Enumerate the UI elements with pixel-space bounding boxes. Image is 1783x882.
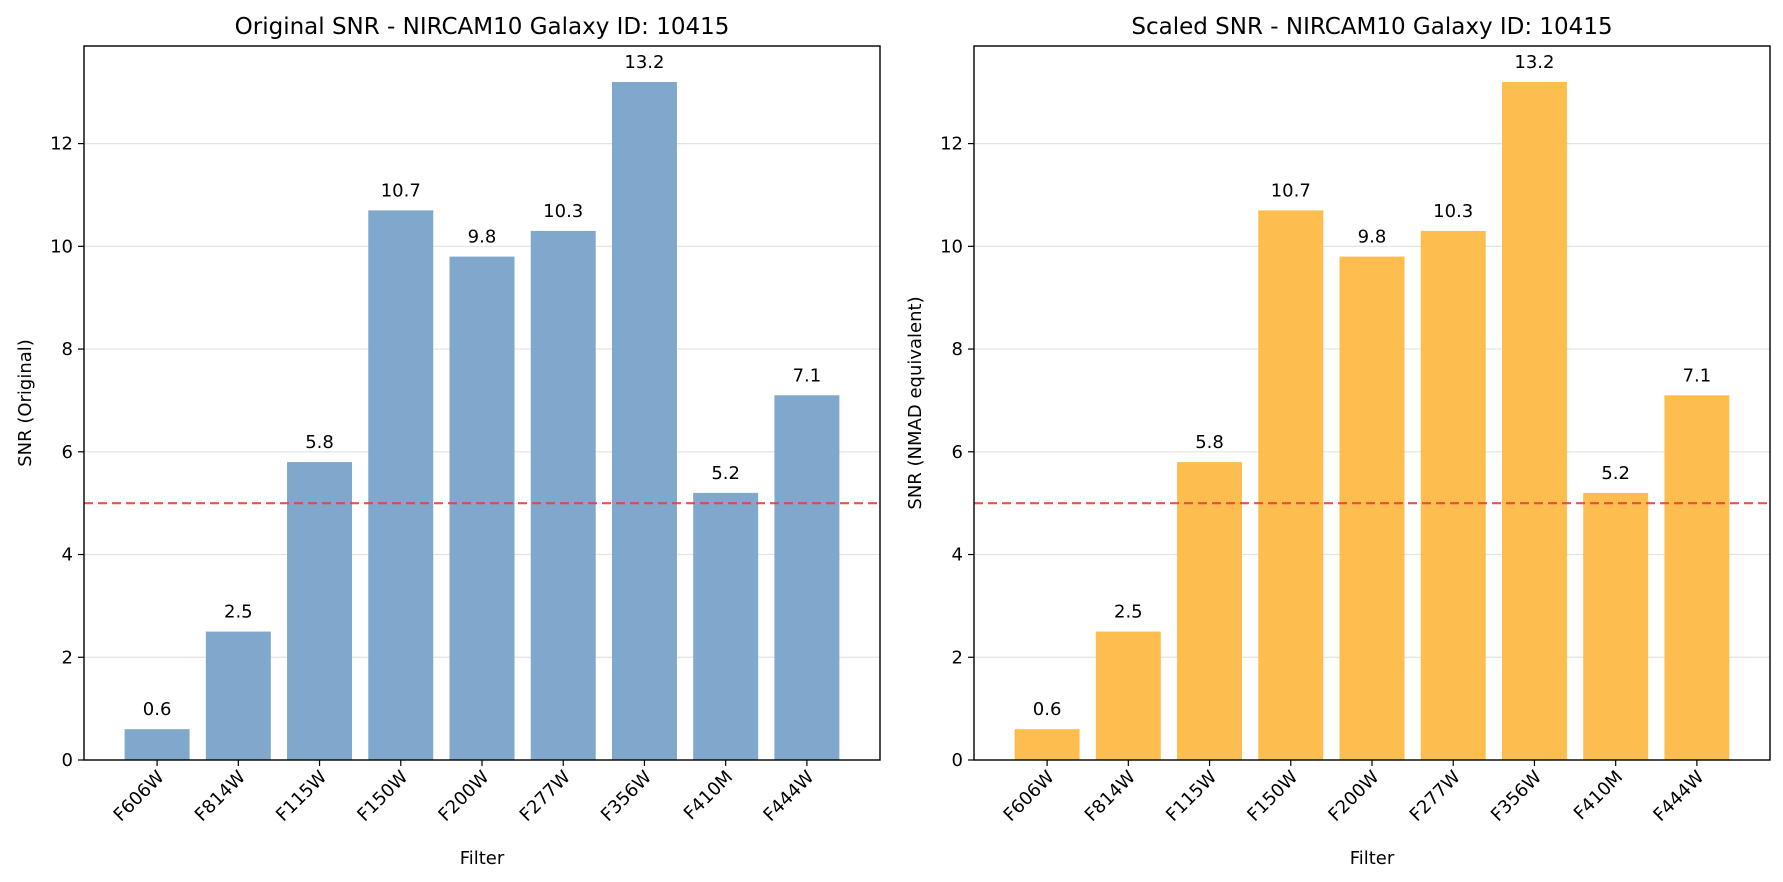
x-tick-label: F356W xyxy=(1487,767,1546,826)
y-axis-label: SNR (Original) xyxy=(15,339,36,467)
bar-value-label: 5.2 xyxy=(1601,463,1630,484)
chart-title: Scaled SNR - NIRCAM10 Galaxy ID: 10415 xyxy=(1131,14,1612,40)
x-axis: F606W F814W F115W F150W F200W F277W F356W F410M… xyxy=(110,760,819,826)
bar-f277w xyxy=(1420,230,1486,760)
bar-value-label: 5.8 xyxy=(1195,432,1224,453)
x-axis: F606W F814W F115W F150W F200W F277W F356W F410M… xyxy=(1000,760,1709,826)
y-tick-label: 8 xyxy=(62,339,73,360)
bar-value-label: 10.3 xyxy=(543,201,583,222)
bar-f814w xyxy=(205,631,271,760)
x-tick-label: F277W xyxy=(516,767,575,826)
y-tick-label: 12 xyxy=(940,134,963,155)
y-axis: 0 2 4 6 8 10 12 xyxy=(940,134,974,771)
bar-value-label: 0.6 xyxy=(1033,699,1062,720)
bar-value-label: 13.2 xyxy=(1514,52,1554,73)
y-tick-label: 6 xyxy=(952,442,963,463)
bar-f115w xyxy=(1177,462,1243,760)
bar-f444w xyxy=(1664,395,1730,760)
bar-f277w xyxy=(530,230,596,760)
x-tick-label: F115W xyxy=(1162,767,1221,826)
bar-value-label: 9.8 xyxy=(468,227,497,248)
bar-value-label: 7.1 xyxy=(1683,365,1712,386)
bars: 0.6 2.5 5.8 10.7 9.8 10.3 13.2 5.2 7.1 xyxy=(124,52,840,761)
bar-f356w xyxy=(611,81,677,760)
chart-scaled-snr: Scaled SNR - NIRCAM10 Galaxy ID: 10415 F… xyxy=(905,14,1771,869)
x-axis-label: Filter xyxy=(460,848,505,869)
x-tick-label: F115W xyxy=(272,767,331,826)
x-tick-label: F410M xyxy=(1570,767,1627,824)
x-tick-label: F606W xyxy=(1000,767,1059,826)
y-tick-label: 0 xyxy=(952,750,963,771)
x-tick-label: F444W xyxy=(1649,767,1708,826)
x-tick-label: F200W xyxy=(434,767,493,826)
y-tick-label: 4 xyxy=(952,545,963,566)
bar-f356w xyxy=(1501,81,1567,760)
y-tick-label: 12 xyxy=(50,134,73,155)
y-tick-label: 2 xyxy=(62,647,73,668)
bar-f410m xyxy=(1583,492,1649,760)
bar-f150w xyxy=(368,210,434,761)
y-tick-label: 4 xyxy=(62,545,73,566)
x-tick-label: F444W xyxy=(759,767,818,826)
bar-value-label: 2.5 xyxy=(224,602,253,623)
bar-value-label: 0.6 xyxy=(143,699,172,720)
bar-f200w xyxy=(1339,256,1405,760)
y-axis-label: SNR (NMAD equivalent) xyxy=(905,296,926,509)
x-tick-label: F150W xyxy=(353,767,412,826)
bar-value-label: 9.8 xyxy=(1358,227,1387,248)
x-tick-label: F606W xyxy=(110,767,169,826)
bar-f606w xyxy=(124,729,190,760)
x-axis-label: Filter xyxy=(1350,848,1395,869)
bar-value-label: 7.1 xyxy=(793,365,822,386)
x-tick-label: F200W xyxy=(1324,767,1383,826)
x-tick-label: F150W xyxy=(1243,767,1302,826)
bar-value-label: 10.3 xyxy=(1433,201,1473,222)
bar-f444w xyxy=(774,395,840,760)
y-tick-label: 0 xyxy=(62,750,73,771)
bar-f150w xyxy=(1258,210,1324,761)
bar-value-label: 5.8 xyxy=(305,432,334,453)
chart-original-snr: Original SNR - NIRCAM10 Galaxy ID: 10415… xyxy=(15,14,881,869)
x-tick-label: F277W xyxy=(1406,767,1465,826)
x-tick-label: F814W xyxy=(1081,767,1140,826)
y-tick-label: 10 xyxy=(940,236,963,257)
y-axis: 0 2 4 6 8 10 12 xyxy=(50,134,84,771)
y-tick-label: 2 xyxy=(952,647,963,668)
bar-value-label: 2.5 xyxy=(1114,602,1143,623)
bar-value-label: 13.2 xyxy=(624,52,664,73)
y-tick-label: 10 xyxy=(50,236,73,257)
bars: 0.6 2.5 5.8 10.7 9.8 10.3 13.2 5.2 7.1 xyxy=(1014,52,1730,761)
bar-f200w xyxy=(449,256,515,760)
bar-f814w xyxy=(1095,631,1161,760)
x-tick-label: F814W xyxy=(191,767,250,826)
bar-f115w xyxy=(287,462,353,760)
bar-f606w xyxy=(1014,729,1080,760)
x-tick-label: F356W xyxy=(597,767,656,826)
y-tick-label: 6 xyxy=(62,442,73,463)
chart-title: Original SNR - NIRCAM10 Galaxy ID: 10415 xyxy=(235,14,730,40)
bar-value-label: 5.2 xyxy=(711,463,740,484)
bar-value-label: 10.7 xyxy=(1271,180,1311,201)
bar-f410m xyxy=(693,492,759,760)
bar-value-label: 10.7 xyxy=(381,180,421,201)
y-tick-label: 8 xyxy=(952,339,963,360)
x-tick-label: F410M xyxy=(680,767,737,824)
